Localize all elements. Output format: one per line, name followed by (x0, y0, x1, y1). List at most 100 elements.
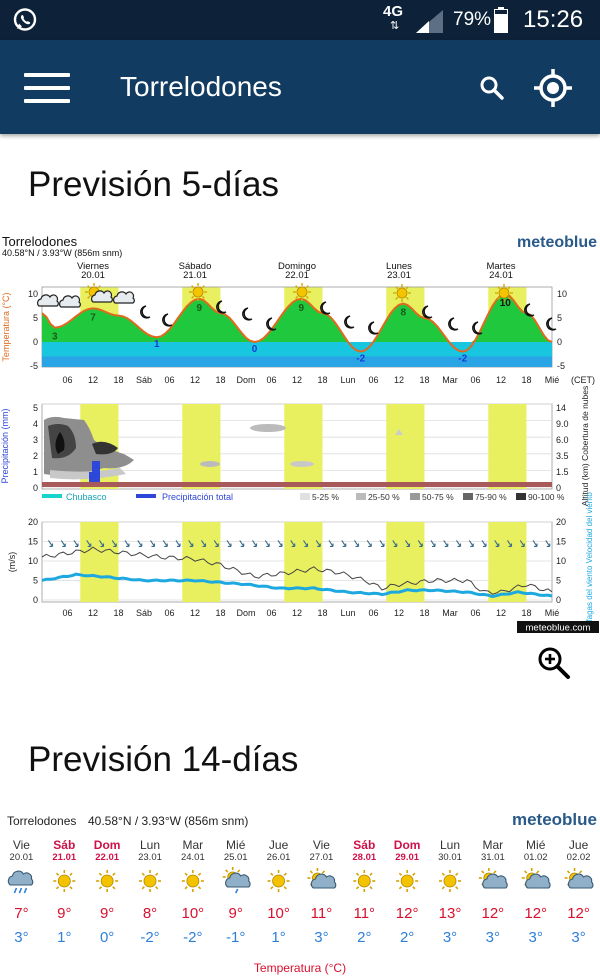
meteogram-coords: 40.58°N / 3.93°W (856m snm) (2, 248, 122, 258)
x-tick: 18 (113, 608, 123, 618)
forecast14-coords: 40.58°N / 3.93°W (856m snm) (88, 814, 248, 828)
min-temperature: 0° (100, 929, 114, 946)
x-tick: 12 (88, 375, 98, 385)
legend-shower: Chubasco (66, 492, 107, 502)
x-tick: 18 (215, 375, 225, 385)
menu-icon[interactable] (24, 73, 70, 103)
temperature-label: 3 (52, 332, 58, 343)
svg-text:0: 0 (33, 337, 38, 347)
min-temperature: 2° (400, 929, 414, 946)
max-temperature: 8° (143, 905, 157, 922)
cloud-axis-label: Altitud (km) Cobertura de nubes (580, 386, 590, 506)
svg-text:0: 0 (33, 595, 38, 605)
x-tick: Lun (340, 608, 355, 618)
day-of-week: Vie (13, 838, 30, 852)
whatsapp-icon (13, 8, 37, 31)
max-temperature: 12° (396, 905, 419, 922)
temperature-label: 7 (90, 312, 96, 323)
forecast14-location: Torrelodones (7, 814, 76, 828)
x-tick: Sáb (136, 608, 152, 618)
svg-text:10: 10 (557, 289, 567, 299)
cloud-icon (59, 295, 81, 308)
cloud-cover-area (44, 416, 403, 480)
min-temperature: 3° (314, 929, 328, 946)
day-date: 23.01 (138, 852, 162, 863)
x-axis-ticks-temperature: 06 12 18 Sáb 06 12 18 Dom 06 12 18 Lun 06 12 18 Mar 06 12… (62, 375, 559, 385)
day-date: 31.01 (481, 852, 505, 863)
sun-icon (53, 870, 76, 892)
x-tick: 06 (470, 608, 480, 618)
section-title-5-day: Previsión 5-días (28, 165, 279, 204)
x-tick: Mar (442, 375, 458, 385)
moon-icon (242, 307, 253, 321)
rain-cloud-icon (7, 870, 34, 894)
my-location-icon[interactable] (533, 68, 573, 108)
cloud-icon (37, 294, 59, 307)
daylight-band (386, 404, 425, 489)
day-name: Lunes (386, 261, 412, 272)
svg-text:2: 2 (33, 451, 38, 461)
moon-icon (266, 317, 277, 331)
precipitation-axis-label: Precipitación (mm) (0, 408, 10, 483)
network-type: 4G (383, 3, 404, 20)
x-tick: 18 (317, 375, 327, 385)
svg-text:5: 5 (557, 313, 562, 323)
x-tick: Mié (545, 608, 560, 618)
min-temperature: 3° (486, 929, 500, 946)
moon-icon (216, 300, 227, 314)
day-columns-14: Vie20.017°3°Sáb21.019°1°Dom22.019°0°Lun2… (7, 838, 594, 946)
moon-icon (472, 321, 483, 335)
sun-cloud-icon (521, 868, 551, 889)
day-date: 29.01 (395, 852, 419, 863)
x-tick: 06 (368, 608, 378, 618)
daylight-band (80, 522, 119, 602)
day-of-week: Jue (269, 838, 289, 852)
max-temperature: 9° (100, 905, 114, 922)
day-name: Domingo (278, 261, 316, 272)
x-tick: 18 (521, 608, 531, 618)
search-icon[interactable] (478, 74, 506, 102)
day-name: Viernes (77, 261, 109, 272)
svg-text:5: 5 (556, 576, 561, 586)
svg-text:3.5: 3.5 (556, 451, 569, 461)
temperature-labels: 3 7 1 9 0 9 -2 8 -2 10 (52, 298, 511, 365)
moon-icon (368, 321, 379, 335)
x-tick: 12 (292, 375, 302, 385)
zoom-in-icon[interactable] (537, 646, 571, 680)
cloud-icon (113, 291, 135, 304)
day-of-week: Mié (526, 838, 546, 852)
x-tick: Mar (442, 608, 458, 618)
day-of-week: Mar (483, 838, 504, 852)
svg-text:14: 14 (556, 403, 566, 413)
x-tick: 18 (317, 608, 327, 618)
sun-cloud-icon (478, 868, 508, 889)
svg-text:5: 5 (33, 403, 38, 413)
meteoblue-credit: meteoblue.com (526, 623, 591, 634)
x-tick: Mié (545, 375, 560, 385)
wind-speed-line (41, 572, 553, 599)
day-of-week: Jue (569, 838, 589, 852)
x-tick: 12 (88, 608, 98, 618)
svg-text:0: 0 (557, 337, 562, 347)
x-axis-ticks-wind: 06 12 18 Sáb 06 12 18 Dom 06 12 18 Lun 06 12 18 Mar 06 12… (62, 608, 559, 618)
battery-icon (494, 7, 508, 33)
sun-rain-icon (222, 867, 251, 894)
precipitation-legend: Chubasco Precipitación total 5-25 % 25-5… (42, 492, 565, 502)
temperature-line (41, 292, 553, 353)
day-of-week: Vie (313, 838, 330, 852)
svg-text:0: 0 (33, 483, 38, 493)
svg-text:10: 10 (28, 289, 38, 299)
x-tick: 12 (394, 375, 404, 385)
min-temperature: 3° (14, 929, 28, 946)
day-date: 21.01 (183, 270, 207, 281)
x-tick: 12 (292, 608, 302, 618)
svg-text:0: 0 (556, 595, 561, 605)
sun-cloud-icon (564, 868, 594, 889)
